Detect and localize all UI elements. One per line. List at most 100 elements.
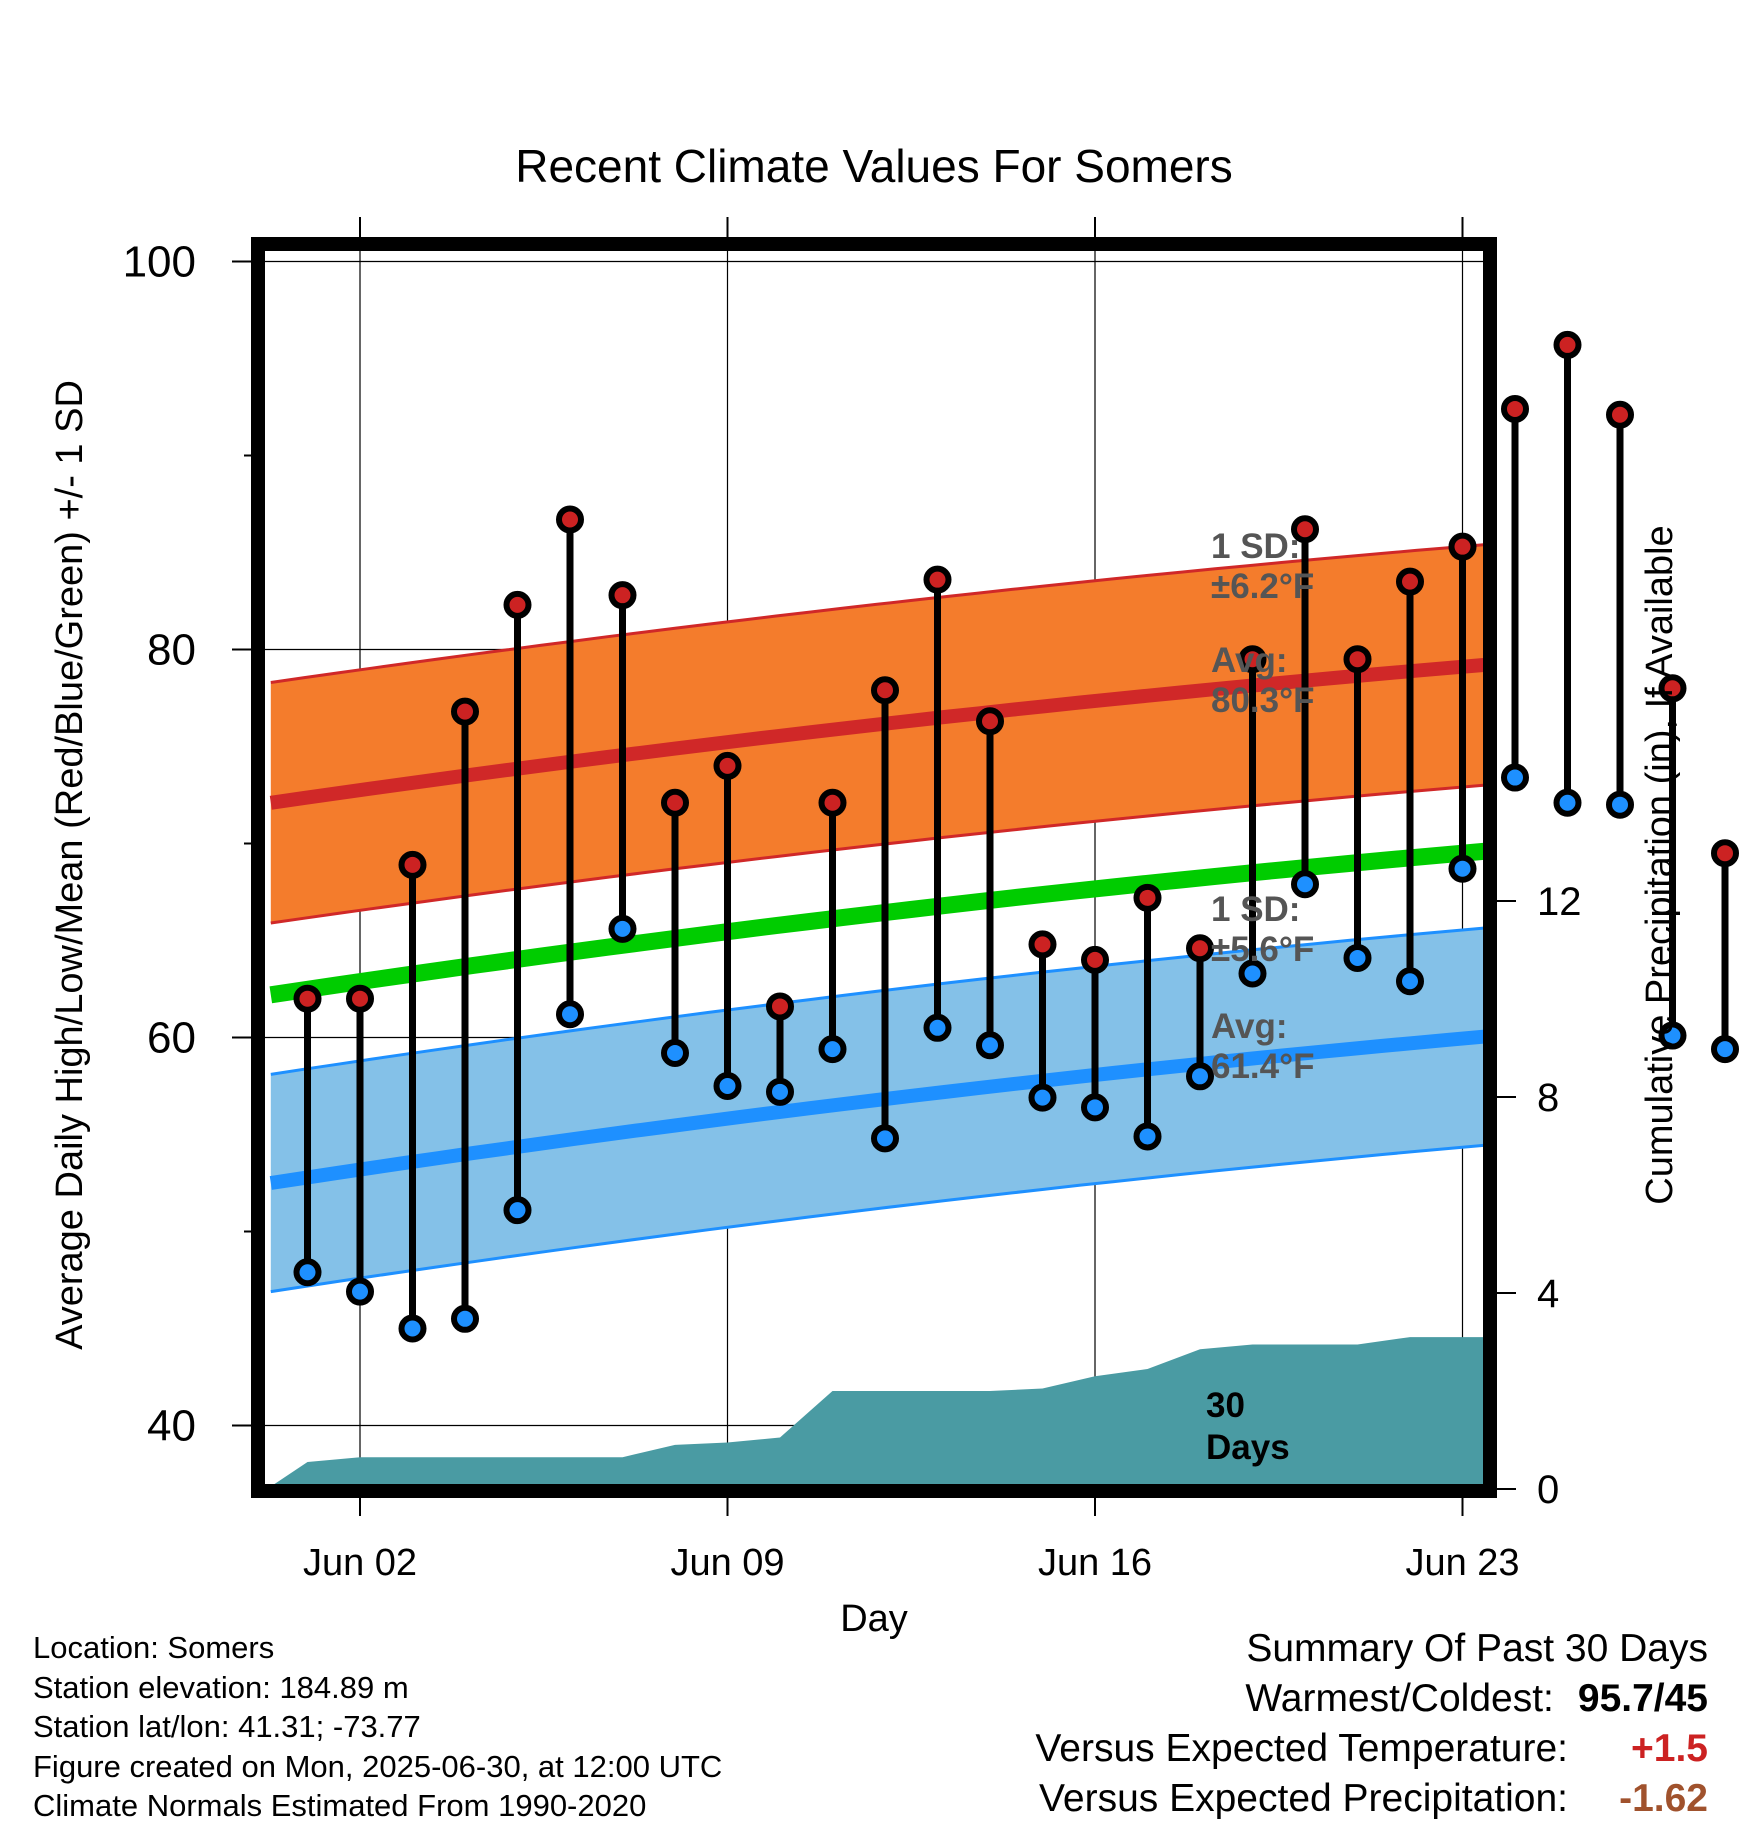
y-tick-label: 80 bbox=[147, 626, 196, 675]
low-sd-band-lower-edge bbox=[270, 1143, 1484, 1294]
y2-tick-label: 4 bbox=[1537, 1272, 1559, 1316]
low-temp-point bbox=[923, 1013, 952, 1042]
high-temp-point bbox=[503, 590, 532, 619]
low-temp-point bbox=[1711, 1035, 1739, 1064]
x-tick-label: Jun 23 bbox=[1405, 1542, 1519, 1584]
normal-bands bbox=[269, 543, 1484, 1294]
high-sd-band-lower-edge bbox=[270, 783, 1484, 925]
high-temp-point bbox=[1606, 400, 1634, 429]
low-temp-point bbox=[1343, 943, 1372, 972]
temp-value: +1.5 bbox=[1631, 1727, 1708, 1770]
high-temp-point bbox=[608, 581, 637, 610]
high-temp-point bbox=[661, 788, 689, 817]
low-temp-point bbox=[661, 1039, 689, 1068]
low-temp-point bbox=[1081, 1093, 1109, 1122]
high-temp-point bbox=[451, 697, 479, 726]
low-temp-point bbox=[713, 1072, 742, 1100]
precip-area-fill bbox=[270, 1337, 1484, 1487]
elevation-text: Station elevation: 184.89 m bbox=[33, 1669, 409, 1705]
low-temp-point bbox=[1501, 763, 1529, 792]
precip-area bbox=[270, 1337, 1484, 1487]
normal-high-line bbox=[269, 657, 1484, 810]
low-temp-point bbox=[346, 1277, 374, 1306]
high-temp-point bbox=[398, 850, 427, 879]
station-info: Location: Somers Station elevation: 184.… bbox=[33, 1628, 722, 1826]
y2-tick-label: 0 bbox=[1537, 1468, 1559, 1512]
plot-frame bbox=[251, 237, 1497, 1498]
low-temp-point bbox=[1133, 1122, 1162, 1151]
x-tick-label: Jun 09 bbox=[670, 1542, 784, 1584]
high-temp-point bbox=[1396, 567, 1424, 596]
precip-label: Versus Expected Precipitation: bbox=[1039, 1777, 1568, 1820]
y-tick-label: 100 bbox=[123, 238, 196, 287]
low-temp-point bbox=[1448, 854, 1477, 883]
high-temp-point bbox=[346, 984, 374, 1013]
location-text: Location: Somers bbox=[33, 1630, 275, 1665]
warmest-coldest-value: 95.7/45 bbox=[1577, 1677, 1708, 1720]
high-temp-point bbox=[1658, 674, 1687, 703]
low-sd-annotation: 1 SD: ±5.6°F bbox=[1211, 890, 1314, 969]
low-temp-point bbox=[1238, 959, 1267, 988]
summary-temp: Versus Expected Temperature: +1.5 bbox=[1035, 1724, 1708, 1774]
high-temp-point bbox=[713, 751, 742, 780]
summary-title: Summary Of Past 30 Days bbox=[1246, 1627, 1708, 1670]
high-temp-point bbox=[1343, 645, 1372, 674]
low-temp-point bbox=[451, 1304, 479, 1333]
precip-value: -1.62 bbox=[1619, 1777, 1708, 1820]
high-temp-point bbox=[818, 788, 847, 817]
high-temp-point bbox=[1133, 883, 1162, 912]
low-temp-point bbox=[976, 1031, 1004, 1060]
high-sd-annotation: 1 SD: ±6.2°F bbox=[1211, 527, 1314, 606]
y-tick-label: 60 bbox=[147, 1014, 196, 1063]
summary-precip: Versus Expected Precipitation: -1.62 bbox=[1035, 1774, 1708, 1824]
high-temp-point bbox=[976, 707, 1004, 736]
low-temp-point bbox=[1396, 967, 1424, 996]
low-sd-band bbox=[270, 928, 1484, 1292]
low-avg-annotation: Avg: 61.4°F bbox=[1211, 1007, 1315, 1086]
low-temp-point bbox=[608, 914, 637, 943]
high-temp-point bbox=[1186, 934, 1214, 963]
normals-text: Climate Normals Estimated From 1990-2020 bbox=[33, 1788, 647, 1823]
high-temp-point bbox=[923, 565, 952, 594]
low-temp-point bbox=[503, 1196, 532, 1225]
chart-title: Recent Climate Values For Somers bbox=[515, 140, 1233, 192]
x-tick-label: Jun 02 bbox=[303, 1542, 417, 1584]
summary-warmest-coldest: Warmest/Coldest: 95.7/45 bbox=[1035, 1674, 1708, 1724]
high-temp-point bbox=[556, 505, 584, 534]
high-temp-point bbox=[1711, 839, 1739, 868]
high-temp-point bbox=[293, 984, 322, 1013]
high-temp-point bbox=[1081, 945, 1109, 974]
low-temp-point bbox=[871, 1124, 899, 1153]
observations bbox=[293, 330, 1739, 1343]
low-temp-point bbox=[556, 1000, 584, 1029]
high-temp-point bbox=[766, 992, 794, 1021]
high-temp-point bbox=[1501, 394, 1529, 423]
low-temp-point bbox=[398, 1314, 427, 1343]
temp-label: Versus Expected Temperature: bbox=[1035, 1727, 1568, 1770]
summary-panel: Summary Of Past 30 Days Warmest/Coldest:… bbox=[1035, 1624, 1708, 1824]
latlon-text: Station lat/lon: 41.31; -73.77 bbox=[33, 1709, 421, 1744]
low-temp-point bbox=[766, 1077, 794, 1106]
high-temp-point bbox=[1553, 330, 1582, 359]
x-axis-label: Day bbox=[840, 1598, 908, 1640]
low-temp-point bbox=[1186, 1062, 1214, 1091]
high-temp-point bbox=[1028, 930, 1057, 959]
x-tick-label: Jun 16 bbox=[1038, 1542, 1152, 1584]
y-axis-label-left: Average Daily High/Low/Mean (Red/Blue/Gr… bbox=[49, 380, 91, 1350]
normal-low-line bbox=[269, 1029, 1484, 1190]
low-temp-point bbox=[1553, 788, 1582, 817]
normal-mean-line bbox=[269, 842, 1484, 1004]
low-temp-point bbox=[1658, 1021, 1687, 1050]
low-temp-point bbox=[1291, 870, 1319, 899]
y2-tick-label: 12 bbox=[1537, 880, 1582, 924]
low-temp-point bbox=[293, 1258, 322, 1287]
high-temp-point bbox=[871, 676, 899, 705]
y2-tick-label: 8 bbox=[1537, 1076, 1559, 1120]
low-temp-point bbox=[1606, 790, 1634, 819]
annotations: 1 SD: ±6.2°F Avg: 80.3°F 1 SD: ±5.6°F Avg: 61.4… bbox=[1206, 527, 1315, 1467]
high-temp-point bbox=[1448, 532, 1477, 561]
high-temp-point bbox=[1238, 645, 1267, 674]
high-sd-band-upper-edge bbox=[270, 543, 1484, 684]
high-temp-point bbox=[1291, 515, 1319, 544]
